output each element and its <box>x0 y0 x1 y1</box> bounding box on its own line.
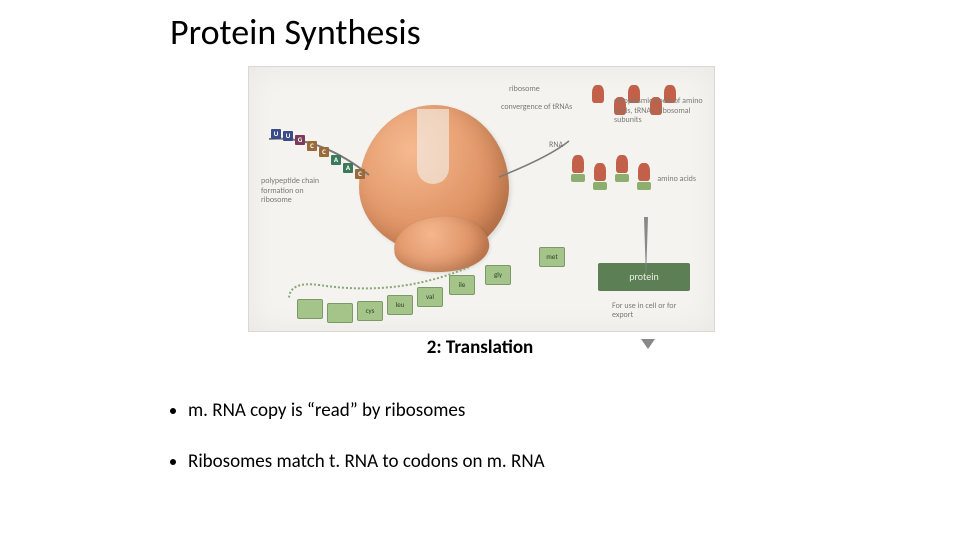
amino-acid-block: leu <box>387 295 413 315</box>
amino-acid-block: gly <box>485 265 511 285</box>
amino-acid-block <box>327 303 353 323</box>
trna-with-aa-shape <box>569 155 587 181</box>
mrna-base: C <box>319 147 329 157</box>
label-convergence: convergence of tRNAs <box>501 103 572 113</box>
amino-acid-block <box>297 299 323 319</box>
translation-diagram: UUGCCAAC cysleuvalileglymet protein poly… <box>248 66 715 332</box>
label-rna: RNA <box>549 141 563 151</box>
trna-shape <box>589 85 607 111</box>
label-ribosome: ribosome <box>509 85 540 95</box>
mrna-base: A <box>331 155 341 165</box>
bullet-item: Ribosomes match t. RNA to codons on m. R… <box>188 450 545 473</box>
label-use: For use in cell or for export <box>612 302 692 321</box>
label-amino-acids: amino acids <box>657 175 696 185</box>
arrow-down-icon <box>644 217 648 279</box>
slide-subtitle: 2: Translation <box>0 336 960 359</box>
label-polypeptide: polypeptide chain formation on ribosome <box>261 177 331 206</box>
mrna-base: C <box>307 141 317 151</box>
amino-acid-block: ile <box>449 275 475 295</box>
bullet-list: m. RNA copy is “read” by ribosomes Ribos… <box>148 399 545 501</box>
amino-acid-block: met <box>539 247 565 267</box>
slide-title: Protein Synthesis <box>170 10 421 54</box>
mrna-base: A <box>343 163 353 173</box>
bullet-item: m. RNA copy is “read” by ribosomes <box>188 399 545 422</box>
amino-acid-block: cys <box>357 301 383 321</box>
mrna-base: G <box>295 135 305 145</box>
mrna-base: U <box>271 129 281 139</box>
trna-with-aa-shape <box>635 163 653 189</box>
amino-acid-block: val <box>417 287 443 307</box>
mrna-base: C <box>355 169 365 179</box>
slide: Protein Synthesis UUGCCAAC cysleuvalileg… <box>0 0 960 540</box>
mrna-base: U <box>283 131 293 141</box>
trna-with-aa-shape <box>591 163 609 189</box>
trna-with-aa-shape <box>613 155 631 181</box>
label-pool: cytoplasmic pools of amino acids, tRNAs,… <box>614 97 704 126</box>
